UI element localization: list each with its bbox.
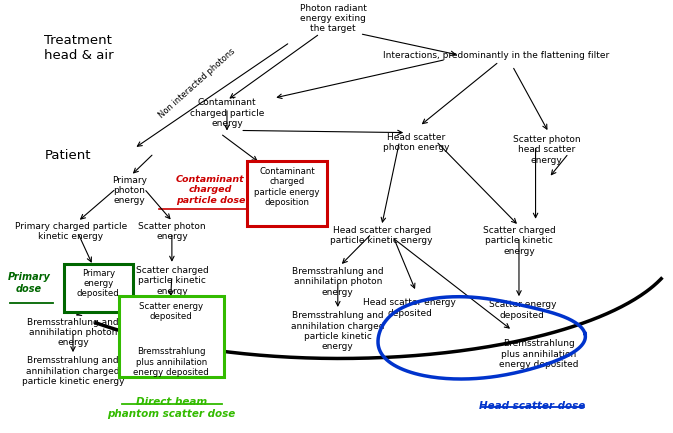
FancyBboxPatch shape bbox=[64, 264, 133, 313]
Text: Contaminant
charged
particle dose: Contaminant charged particle dose bbox=[176, 175, 245, 204]
Text: Scatter charged
particle kinetic
energy: Scatter charged particle kinetic energy bbox=[135, 266, 208, 296]
FancyBboxPatch shape bbox=[247, 162, 327, 226]
Text: Bremsstrahlung
plus annihilation
energy deposited: Bremsstrahlung plus annihilation energy … bbox=[133, 347, 209, 377]
Text: Photon radiant
energy exiting
the target: Photon radiant energy exiting the target bbox=[299, 3, 367, 33]
Text: Scatter energy
deposited: Scatter energy deposited bbox=[139, 302, 203, 321]
Text: Scatter photon
energy: Scatter photon energy bbox=[138, 222, 206, 241]
Text: Primary
photon
energy: Primary photon energy bbox=[112, 176, 147, 205]
Text: Non interacted photons: Non interacted photons bbox=[157, 46, 237, 120]
Text: Head scatter charged
particle kinetic energy: Head scatter charged particle kinetic en… bbox=[330, 226, 433, 246]
Text: Bremsstrahlung
plus annihilation
energy deposited: Bremsstrahlung plus annihilation energy … bbox=[499, 339, 579, 369]
Text: Contaminant
charged particle
energy: Contaminant charged particle energy bbox=[190, 98, 264, 128]
Text: Head scatter dose: Head scatter dose bbox=[479, 401, 586, 410]
Text: Bremsstrahlung and
annihilation photon
energy: Bremsstrahlung and annihilation photon e… bbox=[292, 267, 384, 297]
Text: Scatter photon
head scatter
energy: Scatter photon head scatter energy bbox=[513, 135, 581, 165]
Text: Interactions, predominantly in the flattening filter: Interactions, predominantly in the flatt… bbox=[383, 51, 609, 60]
Text: Bremsstrahlung and
annihilation photon
energy: Bremsstrahlung and annihilation photon e… bbox=[27, 317, 119, 347]
Text: Head scatter
photon energy: Head scatter photon energy bbox=[383, 132, 450, 152]
Text: Primary
energy
deposited: Primary energy deposited bbox=[77, 268, 120, 298]
Text: Primary charged particle
kinetic energy: Primary charged particle kinetic energy bbox=[15, 222, 127, 241]
Text: Direct beam
phantom scatter dose: Direct beam phantom scatter dose bbox=[107, 397, 236, 419]
Text: Patient: Patient bbox=[44, 149, 91, 162]
Text: Scatter charged
particle kinetic
energy: Scatter charged particle kinetic energy bbox=[483, 226, 555, 256]
Text: Primary
dose: Primary dose bbox=[8, 272, 50, 294]
Text: Scatter energy
deposited: Scatter energy deposited bbox=[489, 301, 556, 320]
Text: Bremsstrahlung and
annihilation charged
particle kinetic energy: Bremsstrahlung and annihilation charged … bbox=[22, 356, 125, 386]
Text: Bremsstrahlung and
annihilation charged
particle kinetic
energy: Bremsstrahlung and annihilation charged … bbox=[291, 311, 384, 351]
Text: Treatment
head & air: Treatment head & air bbox=[44, 34, 114, 61]
FancyBboxPatch shape bbox=[119, 296, 223, 377]
Text: Head scatter energy
deposited: Head scatter energy deposited bbox=[363, 298, 456, 318]
Text: Contaminant
charged
particle energy
deposition: Contaminant charged particle energy depo… bbox=[254, 167, 320, 207]
